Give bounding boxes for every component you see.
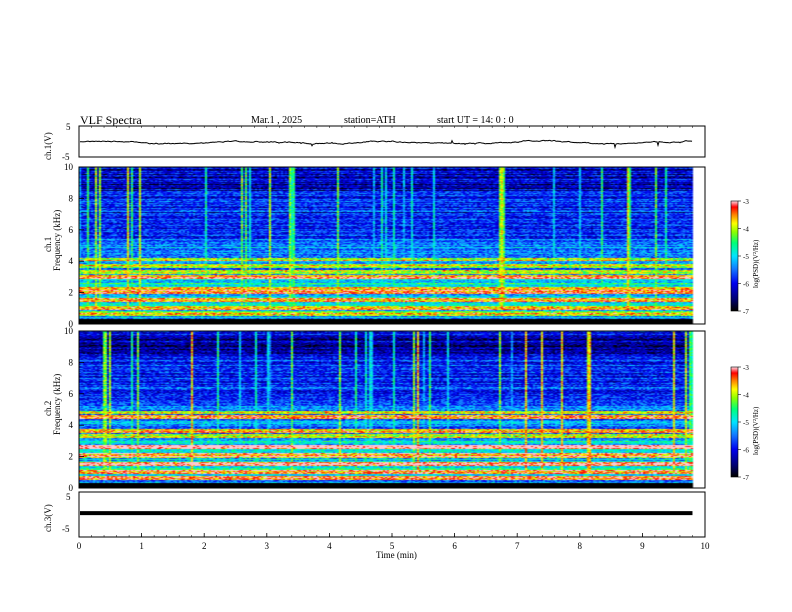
ch1-waveform-ylabel: ch.1(V): [43, 132, 53, 160]
ch2-colorbar-label: log(PSD)(V²/Hz): [752, 406, 760, 455]
ch2-spectrogram-image: [79, 331, 705, 488]
ch1-ytick-label: 6: [69, 225, 74, 235]
ch2-ytick-label: 4: [69, 420, 74, 430]
ch3-waveform-ylabel: ch.3(V): [43, 504, 53, 532]
ch1-ylabel-frequency: Frequency (kHz): [52, 210, 62, 271]
ch1-colorbar: [731, 201, 738, 311]
ch2-colorbar-tick-label: -6: [743, 447, 749, 455]
ch1-ytick-label: 8: [69, 193, 74, 203]
ch1-ytick-label: 4: [69, 256, 74, 266]
ch1-spectrogram-image: [79, 167, 705, 324]
ch3-ytick-bottom: -5: [62, 524, 70, 534]
ch1-ylabel-channel: ch.1: [43, 237, 53, 252]
ch2-colorbar-tick-label: -5: [743, 419, 749, 427]
ch1-colorbar-label: log(PSD)(V²/Hz): [752, 239, 760, 288]
ch1-colorbar-tick-label: -4: [743, 226, 749, 234]
ch2-colorbar-tick-label: -3: [743, 364, 749, 372]
x-tick-label: 3: [265, 541, 270, 551]
x-tick-label: 1: [139, 541, 144, 551]
x-tick-label: 10: [701, 541, 711, 551]
ch1-ytick-label: 10: [64, 162, 74, 172]
x-tick-label: 6: [452, 541, 457, 551]
x-tick-label: 5: [390, 541, 395, 551]
x-axis-label: Time (min): [376, 550, 417, 560]
start-time-label: start UT = 14: 0 : 0: [437, 115, 514, 126]
station-label: station=ATH: [344, 115, 396, 126]
ch1-colorbar-tick-label: -3: [743, 198, 749, 206]
ch1-ytick-label: 0: [69, 319, 74, 329]
x-tick-label: 7: [515, 541, 520, 551]
ch2-colorbar: [731, 367, 738, 477]
ch1-colorbar-tick-label: -7: [743, 308, 749, 316]
ch1-ytick-label: 2: [69, 288, 74, 298]
ch2-ytick-label: 10: [64, 326, 74, 336]
x-tick-label: 0: [77, 541, 82, 551]
ch1-ytick-bottom: -5: [62, 152, 70, 162]
ch3-ytick-top: 5: [66, 492, 71, 502]
ch2-ytick-label: 6: [69, 389, 74, 399]
ch2-ytick-label: 8: [69, 357, 74, 367]
ch2-ylabel-channel: ch.2: [43, 401, 53, 416]
x-tick-label: 2: [202, 541, 207, 551]
figure-title: VLF Spectra: [80, 113, 142, 127]
ch1-colorbar-tick-label: -5: [743, 253, 749, 261]
ch3-waveform-panel: 5 -5 ch.3(V) 0 1 2 3 4 5 6 7 8 9 10 Time (min): [43, 126, 710, 560]
ch1-spectrogram-frame: [78, 166, 706, 325]
x-tick-label: 4: [327, 541, 332, 551]
x-tick-label: 8: [578, 541, 583, 551]
ch1-waveform-trace: [79, 139, 693, 150]
ch1-waveform-panel: 5 -5 ch.1(V): [43, 122, 706, 162]
ch2-spectrogram-frame: [78, 330, 706, 489]
ch2-ytick-label: 2: [69, 452, 74, 462]
ch2-colorbar-tick-label: -4: [743, 392, 749, 400]
ch2-ytick-label: 0: [69, 483, 74, 493]
ch1-colorbar-tick-label: -6: [743, 281, 749, 289]
ch2-colorbar-tick-label: -7: [743, 474, 749, 482]
x-tick-label: 9: [640, 541, 645, 551]
ch2-ylabel-frequency: Frequency (kHz): [52, 374, 62, 435]
ch1-ytick-top: 5: [66, 122, 71, 132]
date-label: Mar.1 , 2025: [251, 115, 303, 126]
